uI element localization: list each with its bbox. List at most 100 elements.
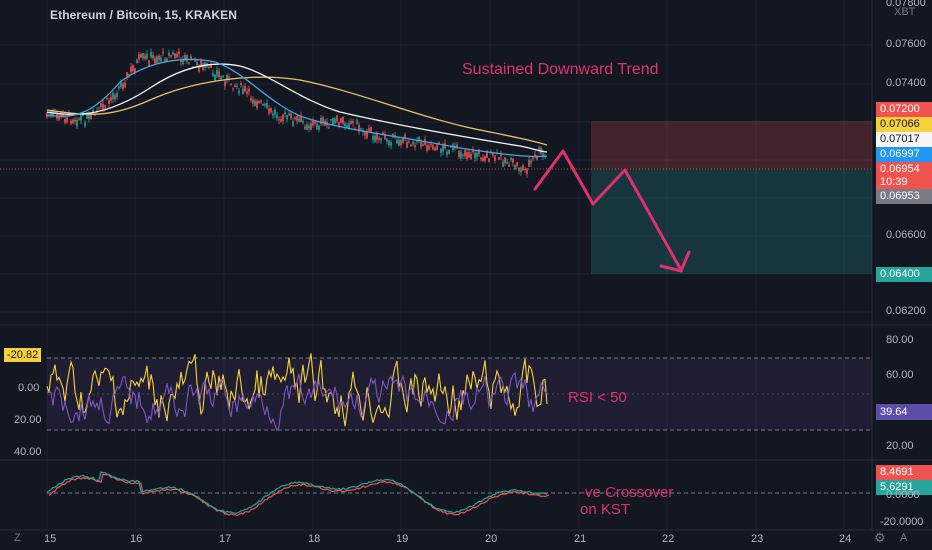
- candle-body: [320, 117, 322, 125]
- kst-annotation[interactable]: -ve Crossover on KST: [580, 484, 673, 518]
- candle-body: [278, 119, 280, 121]
- candle-body: [340, 117, 342, 123]
- candle-body: [248, 88, 250, 92]
- candle-body: [244, 86, 246, 92]
- candle-body: [266, 103, 268, 108]
- candle-body: [148, 60, 150, 67]
- auto-scale-button[interactable]: A: [900, 532, 908, 544]
- candle-body: [376, 133, 378, 140]
- candle-body: [358, 124, 360, 132]
- candle-body: [144, 55, 146, 59]
- candle-body: [238, 90, 240, 94]
- candle-body: [218, 71, 220, 78]
- candle-body: [246, 91, 248, 94]
- candle-body: [200, 60, 202, 67]
- rsi-right-tick: 80.00: [886, 334, 914, 346]
- candle-body: [140, 54, 142, 58]
- candle-body: [512, 158, 514, 163]
- candle-body: [122, 83, 124, 90]
- candle-body: [348, 123, 350, 129]
- candle-body: [124, 82, 126, 88]
- candle-body: [66, 117, 68, 123]
- candle-body: [442, 145, 444, 152]
- candle-body: [432, 145, 434, 150]
- candle-body: [70, 120, 72, 124]
- trend-annotation[interactable]: Sustained Downward Trend: [462, 61, 659, 78]
- candle-body: [532, 157, 534, 160]
- candle-body: [230, 83, 232, 85]
- candle-body: [146, 53, 148, 59]
- candle-body: [190, 56, 192, 59]
- candle-body: [68, 112, 70, 115]
- rsi-right-tick: 60.00: [886, 369, 914, 381]
- candle-body: [186, 54, 188, 62]
- candle-body: [198, 66, 200, 72]
- candle-body: [332, 117, 334, 125]
- candle-body: [384, 134, 386, 140]
- price-tick: 0.07800: [886, 0, 926, 9]
- candle-body: [150, 52, 152, 58]
- candle-body: [116, 92, 118, 97]
- candle-body: [166, 58, 168, 62]
- candle-body: [392, 134, 394, 136]
- candle-body: [250, 98, 252, 101]
- candle-body: [228, 76, 230, 79]
- candle-body: [94, 114, 96, 116]
- candle-body: [114, 95, 116, 99]
- candle-body: [134, 68, 136, 73]
- candle-body: [236, 85, 238, 87]
- time-label: 24: [839, 533, 852, 545]
- candle-body: [64, 119, 66, 123]
- entry-price-badge: 0.06953: [876, 189, 932, 204]
- candle-body: [482, 157, 484, 161]
- candle-body: [260, 100, 262, 103]
- candle-body: [280, 119, 282, 122]
- stop-zone: [591, 121, 872, 169]
- candle-body: [486, 150, 488, 158]
- gear-icon[interactable]: ⚙: [874, 530, 886, 545]
- time-label: 21: [574, 533, 587, 545]
- candle-body: [222, 75, 224, 78]
- candle-body: [530, 160, 532, 164]
- candle-body: [196, 62, 198, 65]
- candle-body: [110, 97, 112, 101]
- candle-body: [466, 152, 468, 160]
- ma-yellow-line: [46, 76, 548, 146]
- time-label: 18: [308, 533, 321, 545]
- candle-body: [104, 105, 106, 108]
- candle-body: [106, 98, 108, 100]
- candle-body: [536, 156, 538, 160]
- projection-arrow: [533, 149, 683, 272]
- candle-body: [492, 152, 494, 156]
- rsi-annotation[interactable]: RSI < 50: [568, 389, 627, 406]
- candle-body: [410, 144, 412, 147]
- candle-body: [300, 115, 302, 122]
- z-button[interactable]: Z: [14, 532, 21, 544]
- candle-body: [290, 113, 292, 119]
- candle-body: [338, 122, 340, 127]
- candle-body: [524, 168, 526, 170]
- candle-body: [416, 140, 418, 142]
- candle-body: [370, 126, 372, 133]
- symbol-title[interactable]: Ethereum / Bitcoin, 15, KRAKEN: [50, 8, 238, 22]
- candle-body: [374, 135, 376, 143]
- candle-body: [504, 157, 506, 164]
- time-label: 17: [219, 533, 232, 545]
- candle-body: [302, 121, 304, 123]
- kst-signal-value: 8.4691: [876, 465, 932, 480]
- candle-body: [412, 141, 414, 145]
- price-tick: 0.06200: [886, 305, 926, 317]
- candle-body: [484, 156, 486, 161]
- rsi-current-value: 39.64: [876, 404, 932, 420]
- candle-body: [398, 140, 400, 146]
- target-price-badge: 0.06400: [876, 267, 932, 282]
- candle-body: [152, 55, 154, 59]
- candle-body: [312, 120, 314, 126]
- time-label: 16: [130, 533, 143, 545]
- candle-body: [310, 123, 312, 130]
- candle-body: [520, 167, 522, 173]
- candle-body: [262, 103, 264, 106]
- candle-body: [120, 81, 122, 87]
